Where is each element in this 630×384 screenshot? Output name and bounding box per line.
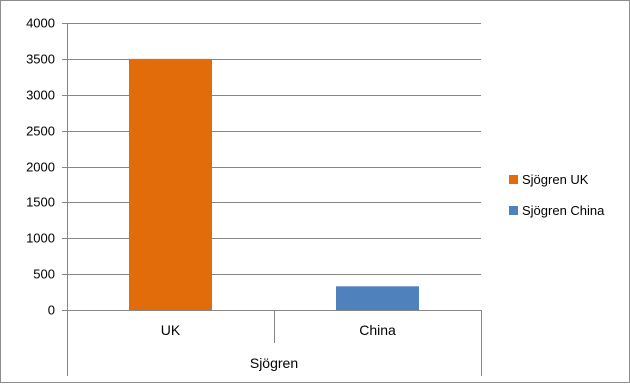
y-axis-tick-labels: 0 500 1000 1500 2000 2500 3000 3500 4000 xyxy=(26,16,55,318)
bar-uk xyxy=(129,58,212,310)
y-tick-label: 1000 xyxy=(26,231,55,246)
x-category-label: UK xyxy=(161,322,181,338)
bars xyxy=(129,58,419,310)
y-tick-label: 3500 xyxy=(26,52,55,67)
y-tick-label: 500 xyxy=(33,267,55,282)
bar-china xyxy=(336,286,419,310)
y-tick-label: 3000 xyxy=(26,88,55,103)
x-axis-group-label: Sjögren xyxy=(250,355,298,371)
y-tick-label: 2500 xyxy=(26,124,55,139)
y-tick-label: 0 xyxy=(48,303,55,318)
x-category-label: China xyxy=(359,322,396,338)
legend-swatch xyxy=(509,175,518,184)
legend-label: Sjögren China xyxy=(522,203,605,218)
y-tick-label: 1500 xyxy=(26,195,55,210)
legend-label: Sjögren UK xyxy=(522,172,589,187)
y-tick-label: 4000 xyxy=(26,16,55,31)
y-tick-label: 2000 xyxy=(26,160,55,175)
x-axis-category-labels: UK China xyxy=(161,322,396,338)
axes xyxy=(62,23,482,376)
legend: Sjögren UK Sjögren China xyxy=(509,172,605,218)
legend-swatch xyxy=(509,206,518,215)
